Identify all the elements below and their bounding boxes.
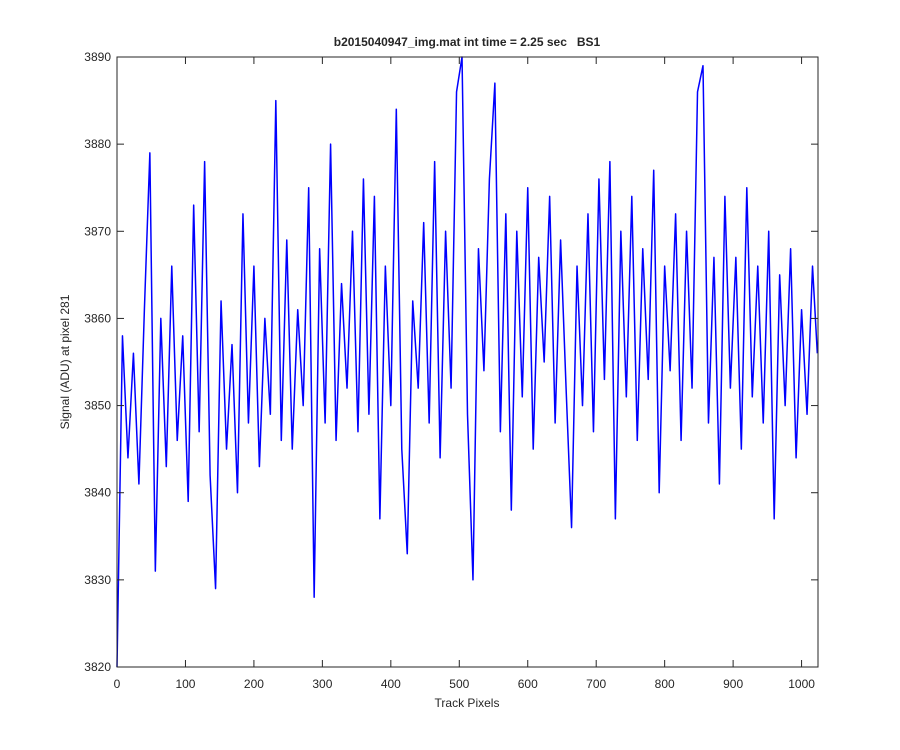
data-line bbox=[116, 56, 819, 668]
y-tick-label: 3850 bbox=[84, 399, 111, 413]
y-tick-label: 3830 bbox=[84, 573, 111, 587]
x-tick-label: 100 bbox=[175, 677, 195, 691]
plot-frame bbox=[116, 56, 819, 668]
y-tick-label: 3880 bbox=[84, 137, 111, 151]
x-tick-label: 300 bbox=[312, 677, 332, 691]
x-tick-label: 500 bbox=[449, 677, 469, 691]
x-tick-label: 900 bbox=[723, 677, 743, 691]
y-axis-label: Signal (ADU) at pixel 281 bbox=[58, 294, 72, 429]
y-tick-label: 3860 bbox=[84, 311, 111, 325]
x-tick-label: 0 bbox=[114, 677, 121, 691]
y-tick-label: 3820 bbox=[84, 660, 111, 674]
x-tick-label: 1000 bbox=[788, 677, 815, 691]
y-tick-label: 3890 bbox=[84, 50, 111, 64]
chart-title: b2015040947_img.mat int time = 2.25 sec … bbox=[334, 35, 601, 49]
x-axis-label: Track Pixels bbox=[435, 696, 500, 710]
x-tick-label: 700 bbox=[586, 677, 606, 691]
x-tick-label: 600 bbox=[518, 677, 538, 691]
x-tick-label: 200 bbox=[244, 677, 264, 691]
y-tick-label: 3870 bbox=[84, 224, 111, 238]
x-tick-label: 800 bbox=[655, 677, 675, 691]
x-tick-label: 400 bbox=[381, 677, 401, 691]
y-tick-label: 3840 bbox=[84, 486, 111, 500]
